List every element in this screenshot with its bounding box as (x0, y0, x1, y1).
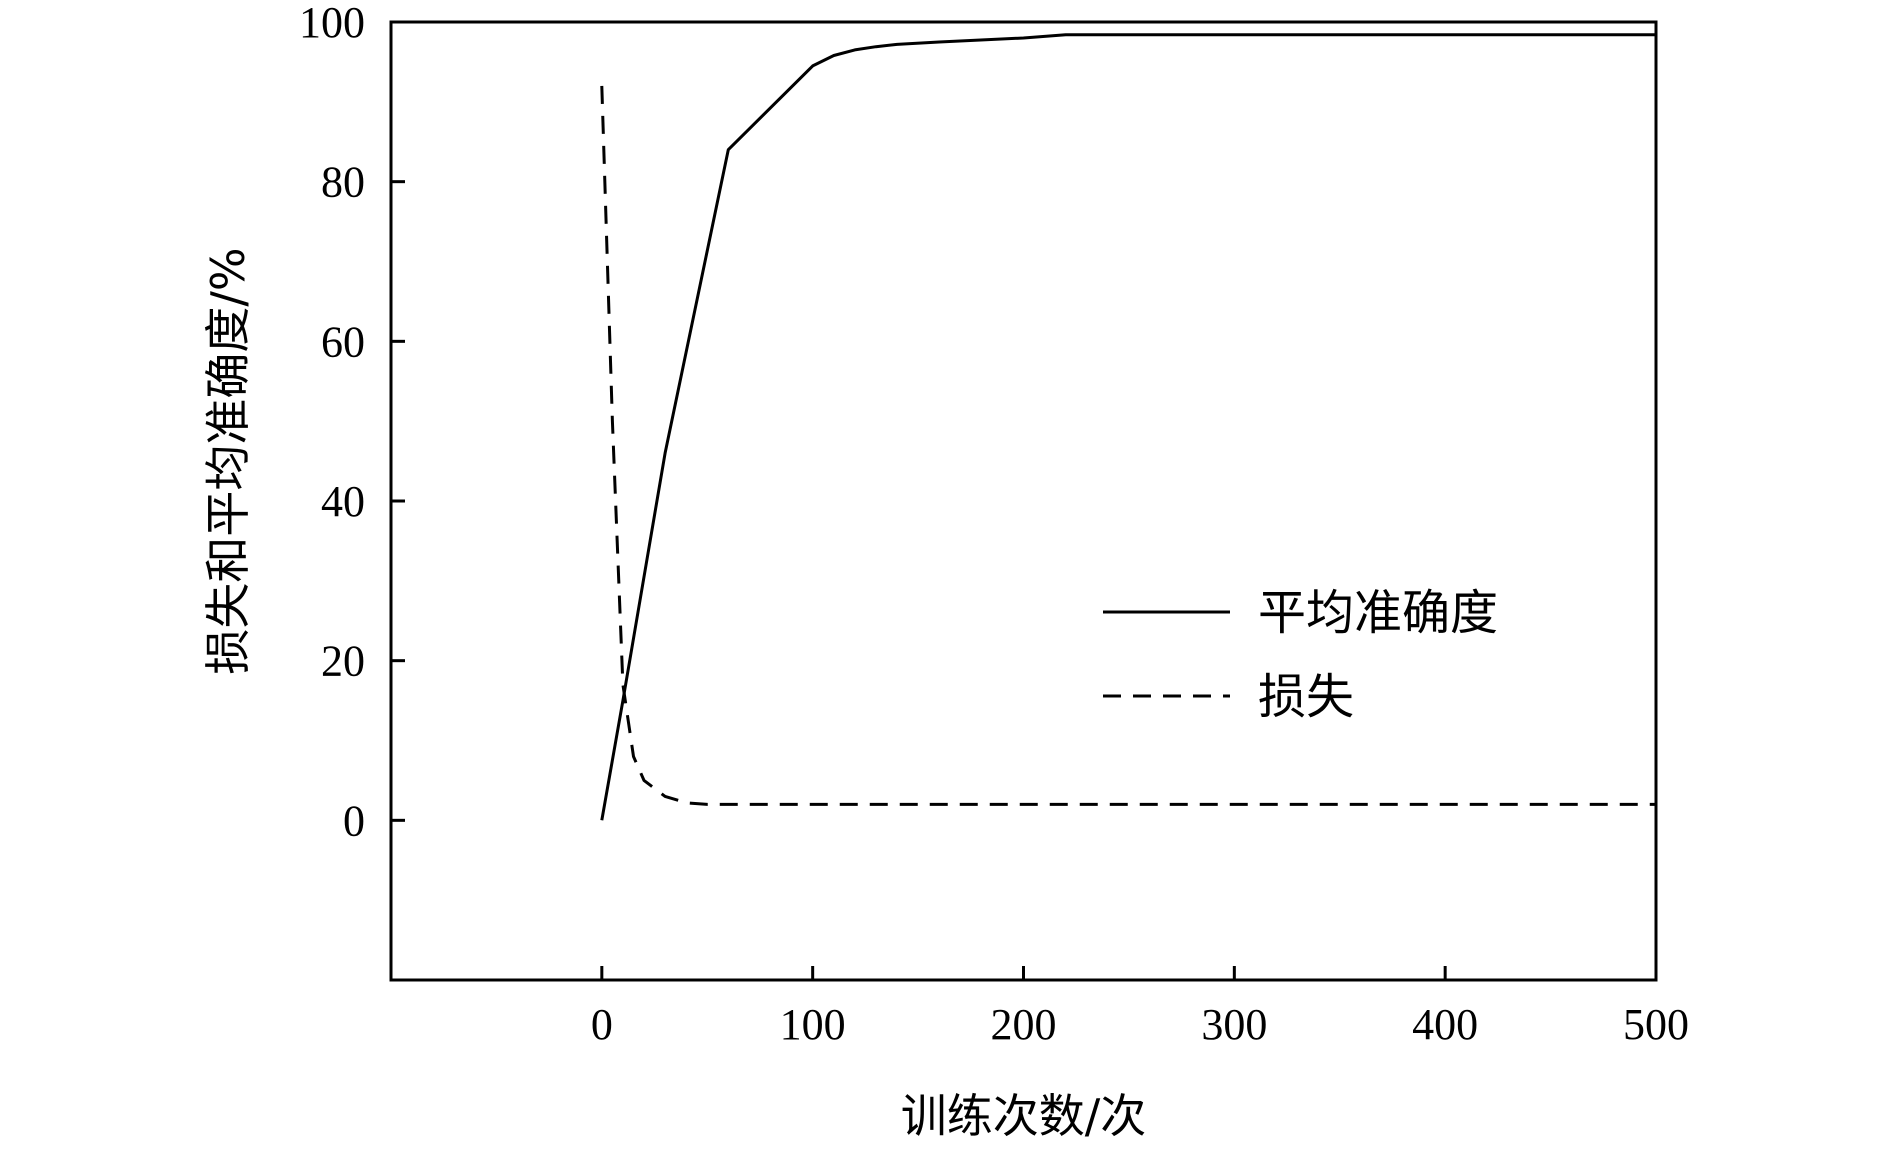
y-tick-label: 0 (343, 796, 365, 845)
y-tick-label: 100 (299, 0, 365, 47)
series-layer (600, 33, 1656, 821)
ticks-layer: 0 100 200 300 400 500 0 20 40 60 80 100 (299, 0, 1689, 1049)
legend-label: 损失 (1258, 669, 1354, 725)
plot-frame-layer (389, 20, 1658, 982)
x-tick-label: 100 (780, 1000, 846, 1049)
x-tick-label: 0 (591, 1000, 613, 1049)
y-axis-title: 损失和平均准确度/% (201, 247, 255, 674)
y-tick-label: 40 (321, 477, 365, 526)
x-tick-label: 400 (1412, 1000, 1478, 1049)
series-loss-line (600, 85, 1656, 806)
series-accuracy-line (600, 33, 1656, 821)
plot-frame (389, 20, 1658, 982)
x-tick-label: 300 (1201, 1000, 1267, 1049)
x-tick-label: 200 (991, 1000, 1057, 1049)
x-axis-title: 训练次数/次 (901, 1089, 1147, 1143)
y-tick-label: 20 (321, 637, 365, 686)
y-tick-label: 80 (321, 158, 365, 207)
y-tick-label: 60 (321, 317, 365, 366)
legend-label: 平均准确度 (1258, 585, 1498, 641)
x-tick-label: 500 (1623, 1000, 1689, 1049)
